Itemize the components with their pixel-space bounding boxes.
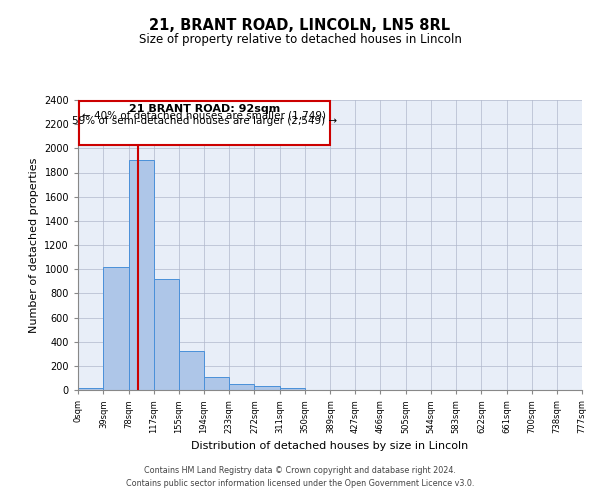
- Bar: [254, 386, 280, 390]
- Bar: [78, 388, 103, 390]
- Text: 21 BRANT ROAD: 92sqm: 21 BRANT ROAD: 92sqm: [129, 104, 280, 114]
- Text: 59% of semi-detached houses are larger (2,549) →: 59% of semi-detached houses are larger (…: [72, 116, 337, 126]
- Bar: [280, 388, 305, 390]
- Y-axis label: Number of detached properties: Number of detached properties: [29, 158, 38, 332]
- Text: Size of property relative to detached houses in Lincoln: Size of property relative to detached ho…: [139, 32, 461, 46]
- FancyBboxPatch shape: [79, 101, 329, 144]
- Bar: [154, 279, 179, 390]
- Text: 21, BRANT ROAD, LINCOLN, LN5 8RL: 21, BRANT ROAD, LINCOLN, LN5 8RL: [149, 18, 451, 32]
- X-axis label: Distribution of detached houses by size in Lincoln: Distribution of detached houses by size …: [191, 442, 469, 452]
- Text: ← 40% of detached houses are smaller (1,749): ← 40% of detached houses are smaller (1,…: [82, 110, 326, 120]
- Bar: [128, 160, 154, 390]
- Bar: [179, 352, 204, 390]
- Bar: [103, 267, 128, 390]
- Bar: [204, 378, 229, 390]
- Text: Contains HM Land Registry data © Crown copyright and database right 2024.
Contai: Contains HM Land Registry data © Crown c…: [126, 466, 474, 487]
- Bar: [229, 384, 254, 390]
